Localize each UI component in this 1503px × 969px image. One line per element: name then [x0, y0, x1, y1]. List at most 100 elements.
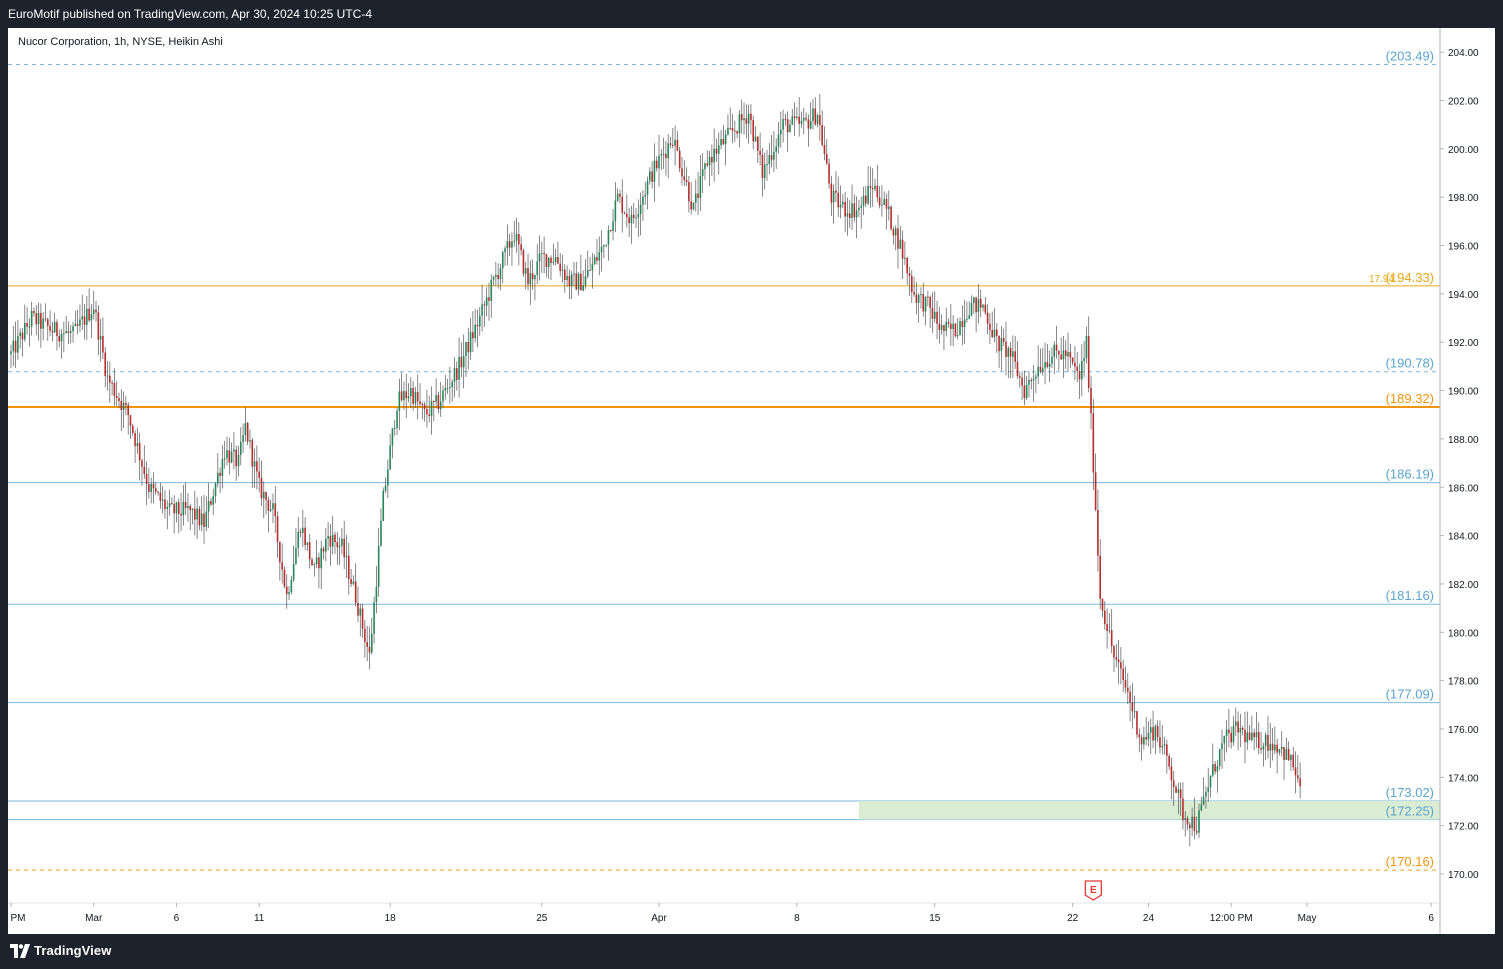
- candle-body: [1152, 727, 1154, 741]
- candle-body: [920, 294, 922, 296]
- candle-body: [646, 180, 649, 195]
- time-tick-label: 00 PM: [8, 913, 25, 924]
- candle-body: [1264, 734, 1267, 747]
- candle-body: [292, 563, 295, 580]
- candle-body: [104, 352, 107, 376]
- candle-body: [518, 234, 520, 245]
- candle-body: [260, 477, 263, 499]
- candle-body: [490, 279, 493, 301]
- candle-body: [508, 241, 511, 248]
- candle-body: [793, 116, 796, 118]
- candle-body: [14, 340, 17, 353]
- candle-body: [375, 586, 378, 603]
- candle-body: [697, 193, 699, 198]
- candle-body: [1126, 687, 1129, 692]
- candle-body: [676, 139, 679, 151]
- tradingview-logo-icon[interactable]: [10, 944, 30, 958]
- candle-body: [451, 381, 454, 388]
- candle-body: [892, 229, 895, 236]
- candle-body: [924, 296, 927, 312]
- candle-body: [862, 195, 865, 206]
- candle-body: [612, 221, 614, 232]
- candle-body: [784, 119, 787, 121]
- candle-body: [329, 536, 332, 547]
- candle-body: [210, 501, 212, 505]
- candle-body: [67, 331, 70, 333]
- candle-body: [945, 322, 948, 331]
- candle-body: [384, 485, 387, 491]
- candle-body: [1147, 732, 1150, 740]
- candle-body: [396, 410, 398, 428]
- candle-body: [207, 501, 210, 512]
- candle-body: [527, 268, 529, 285]
- candle-body: [242, 435, 244, 442]
- time-axis[interactable]: 00 PM Mar 6 11 18 25 Apr 8 15 22 24 12:00 PM May 6: [8, 903, 1434, 924]
- candle-body: [894, 228, 897, 236]
- candle-body: [1200, 804, 1203, 811]
- candle-body: [354, 581, 357, 603]
- support-zone: [858, 800, 1440, 820]
- candle-body: [683, 176, 686, 181]
- level-lines: [8, 63, 1440, 871]
- candle-body: [302, 527, 304, 533]
- candle-body: [816, 115, 819, 125]
- candle-body: [773, 151, 775, 160]
- candle-body: [1280, 746, 1283, 750]
- candle-body: [954, 323, 957, 337]
- candle-body: [1016, 361, 1019, 377]
- candle-body: [837, 192, 840, 208]
- price-tick-label: 182.00: [1448, 580, 1479, 591]
- candle-body: [361, 608, 364, 629]
- candle-body: [727, 127, 729, 135]
- candle-body: [681, 168, 683, 177]
- candle-body: [959, 321, 961, 336]
- earnings-marker[interactable]: E: [1084, 880, 1102, 901]
- candle-body: [350, 579, 352, 584]
- candle-body: [125, 402, 127, 405]
- candle-body: [1278, 749, 1281, 753]
- candle-body: [1113, 646, 1115, 658]
- candle-body: [1064, 350, 1067, 357]
- candle-body: [373, 602, 375, 634]
- candle-body: [173, 503, 175, 514]
- candle-body: [72, 326, 74, 332]
- candle-body: [922, 294, 925, 312]
- candle-body: [1166, 744, 1168, 756]
- candle-body: [1205, 791, 1207, 797]
- candle-body: [688, 182, 690, 202]
- candle-body: [603, 245, 605, 247]
- candle-body: [708, 156, 711, 166]
- candle-body: [752, 120, 755, 142]
- candle-body: [1035, 376, 1037, 379]
- candle-body: [977, 298, 980, 313]
- candle-body: [570, 274, 573, 287]
- candle-body: [1225, 729, 1228, 736]
- candle-body: [786, 119, 789, 133]
- candle-body: [203, 513, 205, 527]
- candle-body: [1237, 721, 1239, 733]
- price-axis[interactable]: 204.00 202.00 200.00 198.00 196.00 194.00 192.…: [1440, 48, 1479, 881]
- candle-body: [885, 199, 888, 209]
- candlestick-chart[interactable]: 204.00 202.00 200.00 198.00 196.00 194.00 192.…: [8, 28, 1495, 934]
- candle-body: [306, 542, 309, 546]
- candle-body: [219, 472, 221, 476]
- candle-body: [1067, 351, 1069, 357]
- candle-body: [853, 203, 856, 218]
- candle-body: [550, 257, 552, 263]
- candle-body: [628, 217, 630, 224]
- candle-body: [1117, 659, 1120, 663]
- candle-body: [1149, 727, 1152, 733]
- time-tick-label: 11: [254, 913, 265, 924]
- candle-body: [53, 322, 56, 333]
- brand-name[interactable]: TradingView: [34, 943, 112, 958]
- candle-body: [327, 536, 329, 539]
- candle-body: [177, 502, 180, 514]
- time-tick-label: 6: [1428, 913, 1434, 924]
- candle-body: [1161, 745, 1164, 748]
- chart-area[interactable]: 204.00 202.00 200.00 198.00 196.00 194.00 192.…: [8, 28, 1495, 934]
- candle-body: [1005, 341, 1007, 357]
- candle-body: [993, 329, 996, 338]
- candle-body: [770, 155, 773, 160]
- candle-body: [991, 330, 994, 338]
- candle-body: [1299, 778, 1301, 787]
